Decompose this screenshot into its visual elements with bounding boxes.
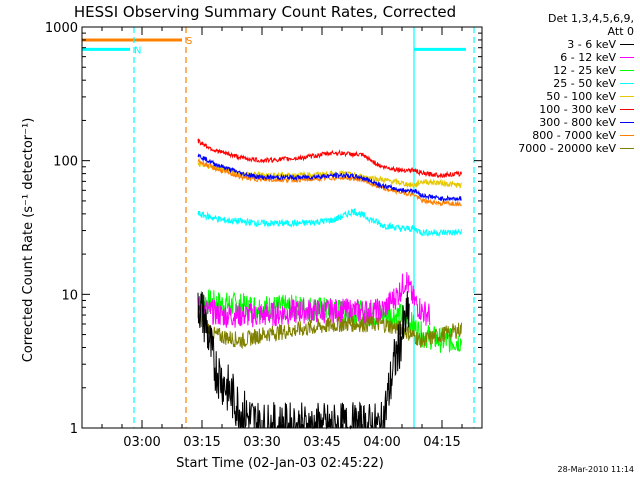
y-axis-label: Corrected Count Rate (s⁻¹ detector⁻¹) (21, 118, 36, 363)
x-tick-label: 03:00 (123, 435, 160, 450)
marker-label-s: S (186, 36, 192, 47)
plot-area: N S 1 10 100 1000 03:00 03:15 03:30 03:45 04:00 04:… (45, 21, 483, 450)
legend-label: 50 - 100 keV (546, 90, 616, 103)
legend-entry: 800 - 7000 keV (486, 129, 636, 142)
legend-swatch (620, 44, 634, 45)
legend-swatch (620, 109, 634, 110)
legend-swatch (620, 122, 634, 123)
legend-entry: 300 - 800 keV (486, 116, 636, 129)
series-line-6to12keV (197, 272, 431, 328)
x-axis-label: Start Time (02-Jan-03 02:45:22) (176, 456, 384, 471)
marker-label-n: N (134, 45, 141, 56)
legend-entry: 12 - 25 keV (486, 64, 636, 77)
timestamp: 28-Mar-2010 11:14 (557, 465, 635, 474)
x-tick-label: 04:00 (363, 435, 400, 450)
series-line-300to800keV (197, 153, 462, 203)
legend-label: 100 - 300 keV (539, 103, 616, 116)
y-tick-label: 10 (61, 288, 78, 303)
legend-entry: 6 - 12 keV (486, 51, 636, 64)
legend-swatch (620, 57, 634, 58)
legend-label: 300 - 800 keV (539, 116, 616, 129)
legend-entry: 3 - 6 keV (486, 38, 636, 51)
plot-frame (81, 26, 483, 429)
legend-entry: 7000 - 20000 keV (486, 142, 636, 155)
series-line-800to7000keV (197, 157, 462, 208)
x-tick-label: 03:15 (183, 435, 220, 450)
x-tick-label: 03:45 (303, 435, 340, 450)
legend-swatch (620, 148, 634, 149)
y-tick-label: 1 (70, 422, 78, 437)
legend-entry: 100 - 300 keV (486, 103, 636, 116)
legend-header-attenuator: Att 0 (607, 25, 634, 38)
series-line-100to300keV (197, 137, 462, 179)
series-line-3to6keV (197, 291, 410, 430)
chart-title: HESSI Observing Summary Count Rates, Cor… (74, 3, 456, 21)
legend-label: 6 - 12 keV (560, 51, 616, 64)
legend: Det 1,3,4,5,6,9, Att 0 3 - 6 keV 6 - 12 k… (486, 12, 636, 155)
x-tick-label: 04:15 (423, 435, 460, 450)
x-tick-label: 03:30 (243, 435, 280, 450)
y-tick-label: 1000 (45, 21, 78, 36)
legend-swatch (620, 96, 634, 97)
legend-swatch (620, 135, 634, 136)
legend-label: 25 - 50 keV (553, 77, 616, 90)
legend-header-detectors: Det 1,3,4,5,6,9, (547, 12, 634, 25)
legend-swatch (620, 70, 634, 71)
legend-label: 800 - 7000 keV (532, 129, 616, 142)
legend-swatch (620, 83, 634, 84)
legend-entry: 50 - 100 keV (486, 90, 636, 103)
legend-label: 3 - 6 keV (567, 38, 616, 51)
legend-label: 7000 - 20000 keV (518, 142, 616, 155)
series-line-7000to20000keV (197, 308, 462, 349)
series-line-25to50keV (197, 207, 462, 238)
legend-label: 12 - 25 keV (553, 64, 616, 77)
legend-entry: 25 - 50 keV (486, 77, 636, 90)
y-tick-label: 100 (53, 155, 78, 170)
